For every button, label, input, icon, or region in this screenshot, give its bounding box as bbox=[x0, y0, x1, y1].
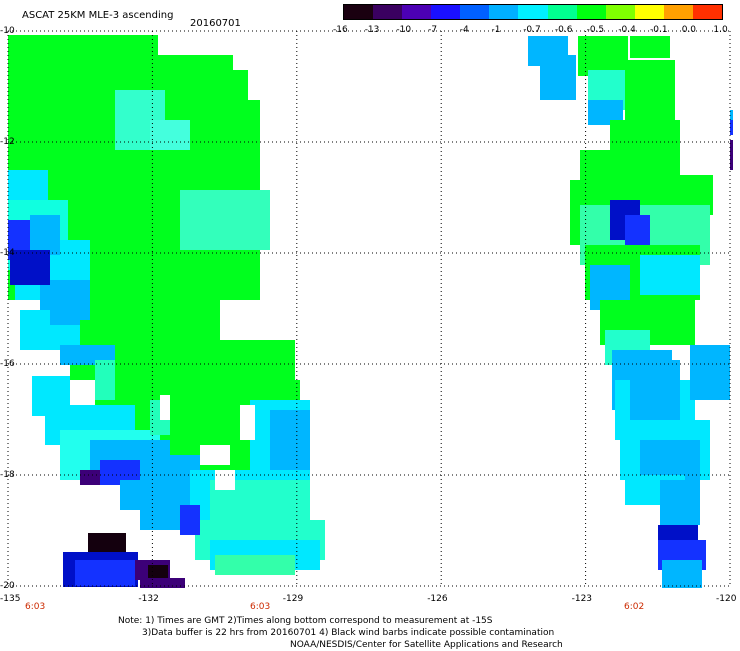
swath-cell bbox=[625, 215, 650, 245]
swath-cell bbox=[640, 255, 700, 295]
colorbar-label: -1 bbox=[491, 25, 501, 35]
lat-tick-label: -18 bbox=[0, 470, 15, 480]
lat-tick-label: -14 bbox=[0, 248, 15, 258]
lat-tick-label: -16 bbox=[0, 359, 15, 369]
swath-cell bbox=[630, 36, 670, 58]
colorbar-segment bbox=[373, 5, 403, 19]
swath-cell bbox=[660, 480, 700, 525]
colorbar-label: -0.6 bbox=[554, 25, 573, 35]
colorbar-label: -0.5 bbox=[586, 25, 605, 35]
lon-tick-label: -135 bbox=[0, 594, 21, 604]
colorbar-label: -16 bbox=[333, 25, 348, 35]
swath-cell bbox=[730, 110, 733, 120]
swath-cell bbox=[540, 55, 576, 100]
lon-tick-label: -126 bbox=[427, 594, 448, 604]
time-label: 6:02 bbox=[624, 602, 645, 612]
lon-tick-label: -132 bbox=[138, 594, 159, 604]
lon-tick-label: -120 bbox=[716, 594, 737, 604]
swath-cell bbox=[150, 120, 190, 150]
colorbar-segment bbox=[634, 5, 664, 19]
lon-tick-label: -123 bbox=[571, 594, 593, 604]
colorbar-segment bbox=[692, 5, 723, 19]
colorbar-segment bbox=[576, 5, 606, 19]
colorbar bbox=[343, 4, 723, 20]
colorbar-label: 0.0 bbox=[681, 25, 697, 35]
colorbar-segment bbox=[402, 5, 432, 19]
colorbar-segment bbox=[518, 5, 548, 19]
colorbar-label: -0.1 bbox=[650, 25, 668, 35]
colorbar-label: -13 bbox=[364, 25, 380, 35]
swath-cell bbox=[50, 300, 80, 325]
swath-cell bbox=[625, 60, 675, 130]
swath-cell bbox=[578, 36, 628, 76]
swath-cell bbox=[215, 555, 295, 575]
colorbar-segment bbox=[663, 5, 693, 19]
date-text: 20160701 bbox=[190, 18, 241, 29]
colorbar-segment bbox=[605, 5, 635, 19]
swath-cell bbox=[140, 578, 185, 588]
colorbar-segment bbox=[344, 5, 374, 19]
time-label: 6:03 bbox=[250, 602, 271, 612]
lat-tick-label: -10 bbox=[0, 26, 15, 36]
swath-cell bbox=[690, 345, 730, 400]
colorbar-segment bbox=[547, 5, 577, 19]
lat-tick-label: -20 bbox=[0, 581, 15, 591]
colorbar-segment bbox=[460, 5, 490, 19]
gap bbox=[215, 470, 235, 490]
colorbar-segment bbox=[489, 5, 519, 19]
note-line-3: NOAA/NESDIS/Center for Satellite Applica… bbox=[290, 640, 563, 650]
swath-cell bbox=[180, 190, 270, 250]
swath-cell bbox=[730, 140, 733, 170]
colorbar-label: -10 bbox=[396, 25, 412, 35]
swath-cell bbox=[95, 360, 115, 400]
swath-cell bbox=[658, 525, 698, 540]
lat-tick-label: -12 bbox=[0, 137, 15, 147]
title-text: ASCAT 25KM MLE-3 ascending bbox=[22, 10, 174, 21]
swath-cell bbox=[148, 565, 168, 580]
gap bbox=[240, 405, 255, 440]
lon-tick-label: -129 bbox=[282, 594, 304, 604]
colorbar-label: -7 bbox=[428, 25, 438, 35]
swath-cell bbox=[730, 120, 733, 135]
gap bbox=[160, 395, 170, 420]
swath-cell bbox=[180, 505, 200, 535]
colorbar-label: -0.4 bbox=[618, 25, 636, 35]
gap bbox=[200, 445, 230, 465]
colorbar-label: -0.7 bbox=[523, 25, 541, 35]
swath-cell bbox=[88, 533, 126, 555]
colorbar-label: 1.0 bbox=[713, 25, 728, 35]
swath-cell bbox=[10, 250, 50, 285]
swath-cell bbox=[270, 410, 310, 470]
colorbar-label: -4 bbox=[459, 25, 469, 35]
note-line-1: Note: 1) Times are GMT 2)Times along bot… bbox=[118, 616, 493, 626]
colorbar-segment bbox=[431, 5, 461, 19]
swath-cell bbox=[30, 215, 60, 255]
time-label: 6:03 bbox=[25, 602, 46, 612]
swath-cell bbox=[75, 560, 135, 586]
swath-cell bbox=[662, 560, 702, 588]
note-line-2: 3)Data buffer is 22 hrs from 20160701 4)… bbox=[142, 628, 555, 638]
